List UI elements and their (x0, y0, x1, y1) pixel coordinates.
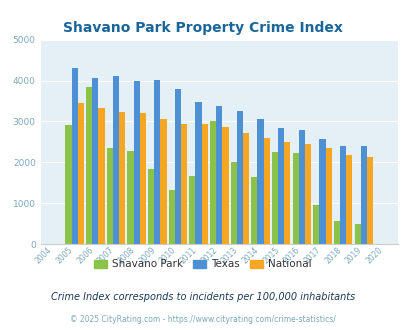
Text: Crime Index corresponds to incidents per 100,000 inhabitants: Crime Index corresponds to incidents per… (51, 292, 354, 302)
Bar (71, 68, 78, 244)
Bar (236, 111, 242, 244)
Legend: Shavano Park, Texas, National: Shavano Park, Texas, National (90, 255, 315, 274)
Bar (168, 190, 175, 244)
Bar (277, 128, 284, 244)
Bar (201, 124, 207, 244)
Bar (98, 108, 104, 244)
Bar (360, 147, 366, 244)
Bar (354, 224, 360, 244)
Bar (181, 124, 187, 244)
Bar (298, 130, 304, 244)
Bar (113, 77, 119, 244)
Bar (319, 139, 325, 244)
Bar (263, 138, 269, 244)
Bar (175, 89, 181, 244)
Bar (257, 119, 263, 244)
Bar (139, 113, 145, 244)
Bar (230, 162, 236, 244)
Bar (189, 176, 195, 244)
Text: © 2025 CityRating.com - https://www.cityrating.com/crime-statistics/: © 2025 CityRating.com - https://www.city… (70, 315, 335, 324)
Bar (154, 80, 160, 244)
Bar (312, 205, 319, 244)
Bar (86, 87, 92, 244)
Bar (339, 146, 345, 244)
Bar (242, 133, 249, 244)
Bar (325, 148, 331, 244)
Bar (222, 127, 228, 244)
Bar (292, 153, 298, 244)
Text: Shavano Park Property Crime Index: Shavano Park Property Crime Index (63, 21, 342, 35)
Bar (304, 144, 310, 244)
Bar (127, 151, 133, 244)
Bar (251, 177, 257, 244)
Bar (133, 81, 139, 244)
Bar (345, 155, 352, 244)
Bar (65, 125, 71, 244)
Bar (366, 157, 372, 244)
Bar (284, 142, 290, 244)
Bar (271, 152, 277, 244)
Bar (78, 103, 84, 244)
Bar (119, 112, 125, 244)
Bar (215, 106, 222, 244)
Bar (333, 221, 339, 244)
Bar (148, 169, 154, 244)
Bar (92, 78, 98, 244)
Bar (160, 119, 166, 244)
Bar (107, 148, 113, 244)
Bar (209, 121, 215, 244)
Bar (195, 102, 201, 244)
